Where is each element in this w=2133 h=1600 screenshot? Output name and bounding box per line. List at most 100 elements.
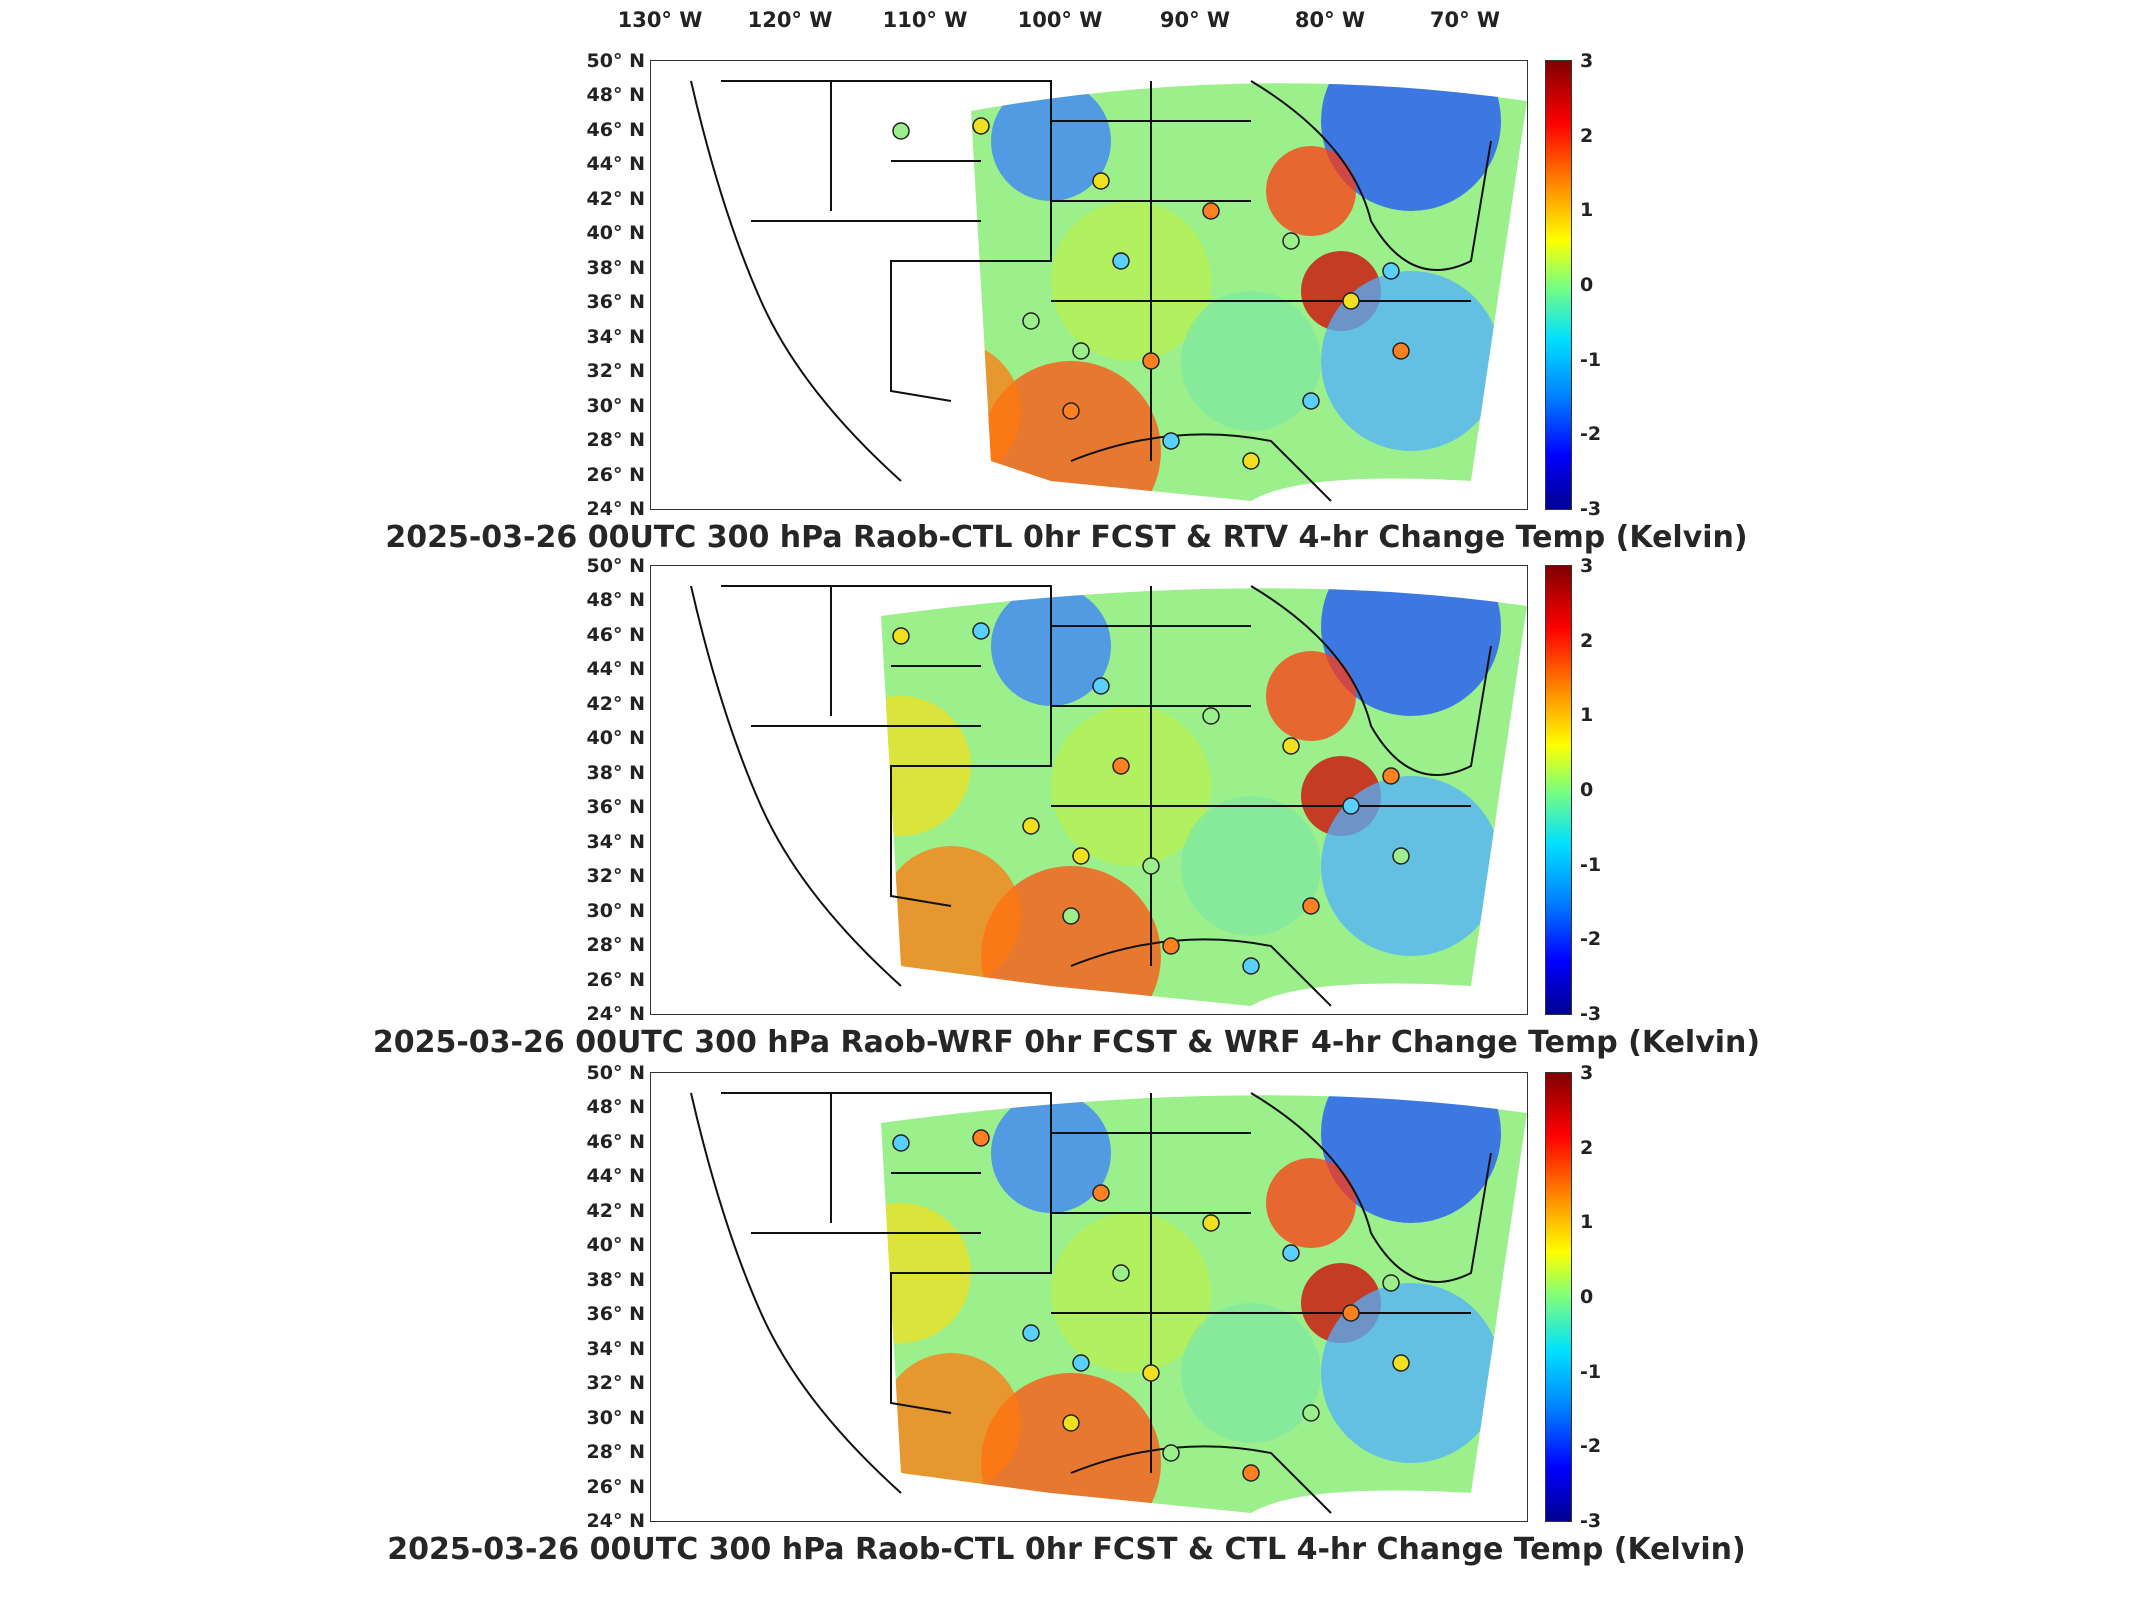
state-border-line xyxy=(751,586,981,727)
field-blob xyxy=(1321,83,1501,211)
lat-label: 44° N xyxy=(586,153,645,176)
colorbar-tick-label: 1 xyxy=(1580,1211,1594,1234)
raob-station-marker xyxy=(1282,1244,1300,1262)
field-blob xyxy=(881,846,1021,986)
state-border-line xyxy=(721,1092,1052,1414)
raob-station-marker xyxy=(1242,957,1260,975)
raob-station-marker xyxy=(1382,262,1400,280)
raob-station-marker xyxy=(1112,252,1130,270)
raob-station-marker xyxy=(972,622,990,640)
field-blob xyxy=(1321,588,1501,716)
west-coast-line xyxy=(690,1092,902,1494)
colorbar-tick-label: 3 xyxy=(1580,1062,1594,1084)
panel-title: 2025-03-26 00UTC 300 hPa Raob-CTL 0hr FC… xyxy=(387,1532,1746,1567)
colorbar-tick-label: -3 xyxy=(1580,498,1602,520)
raob-station-marker xyxy=(1142,857,1160,875)
lat-label: 40° N xyxy=(586,222,645,245)
lat-label: 48° N xyxy=(586,84,645,107)
lat-label: 26° N xyxy=(586,1475,645,1498)
field-blob xyxy=(1321,271,1501,451)
lat-label: 34° N xyxy=(586,830,645,853)
raob-station-marker xyxy=(1112,1264,1130,1282)
lon-label: 100° W xyxy=(1017,8,1103,32)
lat-label: 36° N xyxy=(586,291,645,314)
lat-label: 42° N xyxy=(586,1199,645,1222)
colorbar-tick-label: 1 xyxy=(1580,704,1594,727)
colorbar-tick-label: -1 xyxy=(1580,348,1602,371)
raob-station-marker xyxy=(1302,897,1320,915)
raob-station-marker xyxy=(892,122,910,140)
lat-label: 24° N xyxy=(586,1003,645,1025)
field-layer xyxy=(971,83,1527,501)
west-coast-line xyxy=(690,80,902,482)
great-lakes-line xyxy=(1250,1092,1492,1283)
raob-station-marker xyxy=(1022,312,1040,330)
raob-station-marker xyxy=(1092,1184,1110,1202)
map-drawing xyxy=(690,80,1527,502)
raob-station-marker xyxy=(1072,342,1090,360)
temperature-map xyxy=(650,565,1528,1015)
state-border-line xyxy=(721,80,1052,402)
field-blob xyxy=(1321,1283,1501,1463)
lat-label: 26° N xyxy=(586,968,645,991)
field-blob xyxy=(1051,201,1211,361)
colorbar-tick-label: -2 xyxy=(1580,1435,1602,1458)
raob-station-marker xyxy=(1112,757,1130,775)
colorbar-tick-label: 3 xyxy=(1580,555,1594,577)
raob-station-marker xyxy=(1382,1274,1400,1292)
raob-station-marker xyxy=(972,117,990,135)
raob-station-marker xyxy=(1022,1324,1040,1342)
raob-station-marker xyxy=(1392,342,1410,360)
raob-station-marker xyxy=(1342,797,1360,815)
raob-station-marker xyxy=(1142,1364,1160,1382)
raob-station-marker xyxy=(1382,767,1400,785)
great-lakes-line xyxy=(1250,80,1492,271)
lon-label: 80° W xyxy=(1294,8,1366,32)
raob-station-marker xyxy=(1162,1444,1180,1462)
raob-station-marker xyxy=(1072,1354,1090,1372)
lat-label: 50° N xyxy=(586,50,645,72)
colorbar-tick-label: 1 xyxy=(1580,199,1594,222)
raob-station-marker xyxy=(1242,452,1260,470)
lon-label: 70° W xyxy=(1429,8,1501,32)
colorbar-tick-label: 2 xyxy=(1580,1136,1594,1159)
field-blob xyxy=(1051,706,1211,866)
colorbar-tick-label: -2 xyxy=(1580,928,1602,951)
state-border-line xyxy=(721,585,1052,907)
lat-label: 40° N xyxy=(586,727,645,750)
lat-label: 32° N xyxy=(586,1372,645,1395)
temperature-map xyxy=(650,60,1528,510)
border-lines xyxy=(690,585,1492,1007)
field-blob xyxy=(1266,1158,1356,1248)
state-border-line xyxy=(1051,81,1471,461)
raob-station-marker xyxy=(1302,1404,1320,1422)
field-blob xyxy=(1181,1303,1321,1443)
raob-station-marker xyxy=(1242,1464,1260,1482)
raob-station-marker xyxy=(1302,392,1320,410)
lat-label: 38° N xyxy=(586,761,645,784)
lat-label: 46° N xyxy=(586,623,645,646)
lat-label: 28° N xyxy=(586,934,645,957)
lat-label: 24° N xyxy=(586,1510,645,1532)
lat-label: 48° N xyxy=(586,1096,645,1119)
lat-label: 32° N xyxy=(586,360,645,383)
colorbar-tick-label: 0 xyxy=(1580,779,1594,801)
state-border-line xyxy=(1051,586,1471,966)
lat-label: 28° N xyxy=(586,1441,645,1464)
raob-station-marker xyxy=(1162,937,1180,955)
raob-station-marker xyxy=(1092,677,1110,695)
lon-label: 130° W xyxy=(617,8,703,32)
field-blob xyxy=(1321,1095,1501,1223)
field-blob xyxy=(1266,651,1356,741)
field-blob xyxy=(1321,776,1501,956)
lat-label: 30° N xyxy=(586,899,645,922)
field-blob xyxy=(1181,796,1321,936)
field-layer xyxy=(881,1095,1527,1513)
lat-label: 46° N xyxy=(586,118,645,141)
field-blob xyxy=(971,341,1021,481)
lat-label: 26° N xyxy=(586,463,645,486)
colorbar xyxy=(1545,60,1572,510)
lat-label: 38° N xyxy=(586,1268,645,1291)
raob-station-marker xyxy=(1342,1304,1360,1322)
map-drawing xyxy=(690,585,1527,1007)
